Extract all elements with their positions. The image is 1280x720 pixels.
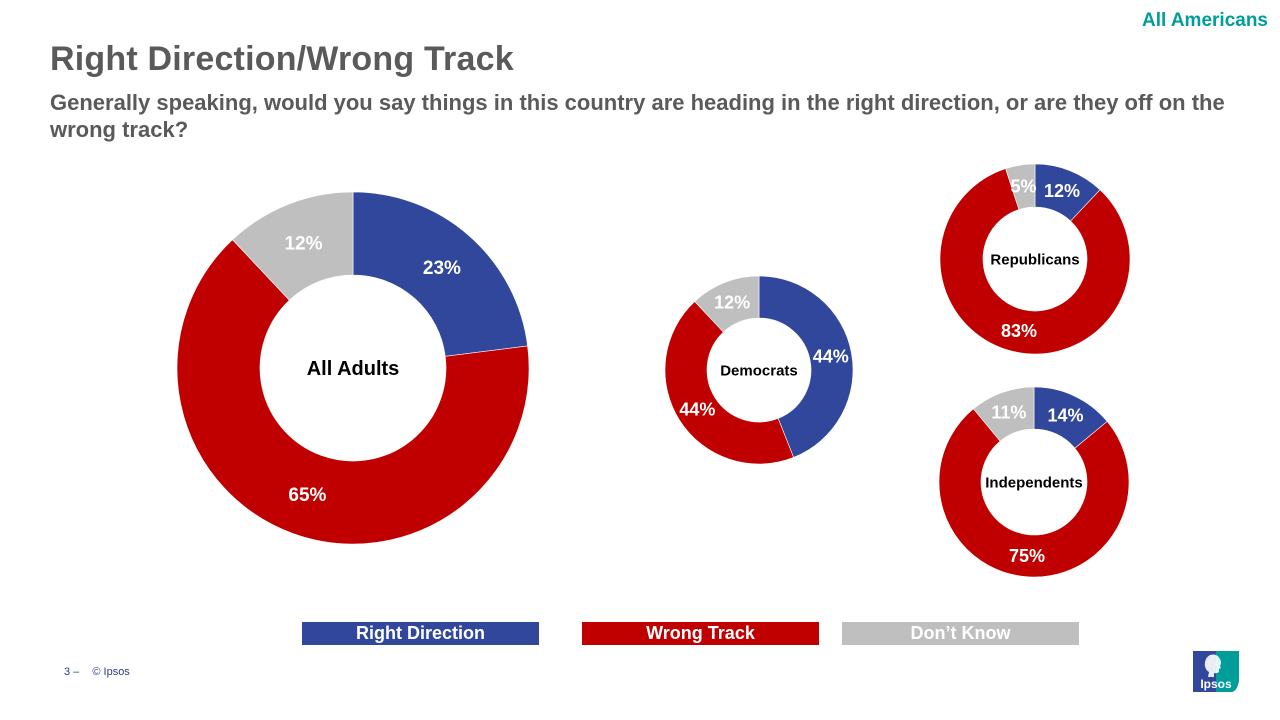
data-label-right-direction: 44% (813, 347, 849, 367)
legend-label: Wrong Track (646, 623, 755, 643)
segment-dont-know (694, 275, 760, 333)
data-label-wrong-track: 83% (1001, 321, 1037, 341)
data-label-wrong-track: 44% (679, 399, 715, 419)
segment-wrong-track (939, 168, 1131, 355)
footer: 3 – © Ipsos (64, 666, 130, 678)
data-label-dont-know: 12% (284, 234, 322, 255)
donut-democrats: 44% 44% 12% Democrats (664, 275, 854, 465)
segment-right-direction (352, 191, 528, 357)
donut-all-adults: 23% 65% 12% All Adults (176, 191, 530, 545)
data-label-right-direction: 23% (423, 258, 461, 279)
segment-right-direction (758, 275, 854, 458)
legend-label: Right Direction (356, 623, 485, 643)
donut-independents: 14% 75% 11% Independents (938, 386, 1130, 578)
data-label-dont-know: 11% (991, 403, 1026, 423)
segment-dont-know (973, 386, 1035, 442)
segment-dont-know (232, 191, 354, 301)
legend-right-direction: Right Direction (302, 622, 539, 645)
copyright: © Ipsos (92, 666, 130, 678)
donut-center-label: Independents (985, 474, 1083, 491)
audience-tag: All Americans (1141, 10, 1268, 31)
data-label-right-direction: 14% (1047, 405, 1083, 425)
donut-republicans: 12% 83% 5% Republicans (939, 163, 1131, 355)
legend-label: Don’t Know (910, 623, 1011, 643)
segment-wrong-track (938, 408, 1130, 578)
page-number: 3 – (64, 666, 80, 678)
data-label-dont-know: 5% (1010, 177, 1036, 197)
donut-center-label: Republicans (990, 251, 1079, 268)
legend-wrong-track: Wrong Track (582, 622, 819, 645)
donut-center-label: Democrats (720, 362, 798, 379)
donut-center-label: All Adults (307, 358, 400, 380)
segment-wrong-track (664, 301, 794, 465)
data-label-dont-know: 12% (714, 292, 750, 312)
data-label-wrong-track: 75% (1009, 546, 1045, 566)
question-text: Generally speaking, would you say things… (50, 90, 1225, 142)
data-label-wrong-track: 65% (288, 485, 326, 506)
ipsos-logo-icon: Ipsos (1193, 651, 1239, 692)
page-title: Right Direction/Wrong Track (50, 40, 514, 78)
segment-wrong-track (176, 239, 530, 545)
data-label-right-direction: 12% (1044, 181, 1080, 201)
segment-dont-know (1005, 163, 1036, 210)
logo-text: Ipsos (1200, 677, 1232, 691)
legend-dont-know: Don’t Know (842, 622, 1079, 645)
